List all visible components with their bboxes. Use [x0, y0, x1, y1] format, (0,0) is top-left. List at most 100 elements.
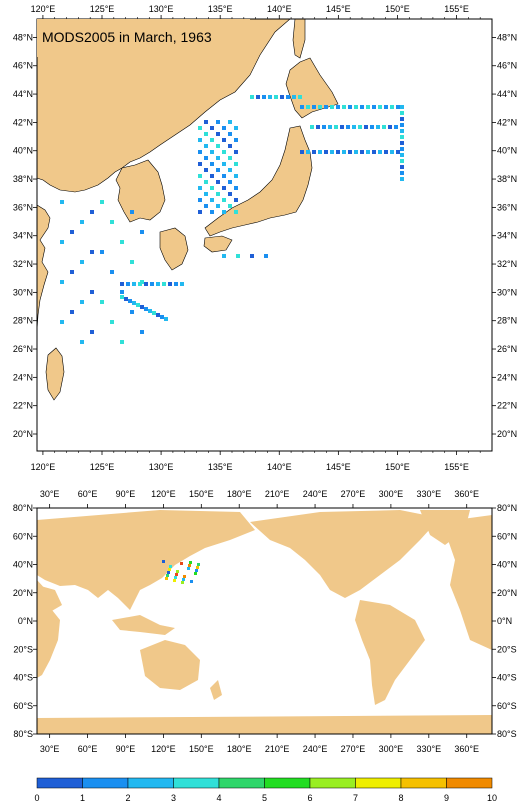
lon-label-bottom: 155°E: [444, 462, 469, 472]
global-lon-label-bottom: 240°E: [303, 744, 328, 754]
global-lat-label-right: 60°S: [497, 701, 517, 711]
lat-label-right: 36°N: [497, 202, 517, 212]
lon-label-top: 130°E: [149, 4, 174, 14]
colorbar: 0 1 2 3 4 5 6 7 8 9 10: [34, 777, 497, 803]
lat-label-right: 22°N: [497, 401, 517, 411]
lat-label-left: 48°N: [13, 32, 33, 42]
colorbar-segment: [446, 777, 493, 789]
lat-label-right: 40°N: [497, 146, 517, 156]
colorbar-label: 2: [125, 793, 130, 803]
global-lon-label-top: 180°E: [227, 489, 252, 499]
global-lat-label-right: 20°S: [497, 644, 517, 654]
global-lon-label-top: 150°E: [189, 489, 214, 499]
global-lat-label-left: 80°N: [13, 503, 33, 513]
global-lat-label-right: 20°N: [497, 588, 517, 598]
taiwan: [45, 347, 65, 401]
global-lon-label-bottom: 120°E: [151, 744, 176, 754]
lon-label-top: 155°E: [444, 4, 469, 14]
colorbar-label: 3: [171, 793, 176, 803]
lat-label-left: 42°N: [13, 117, 33, 127]
global-lat-label-left: 40°N: [13, 560, 33, 570]
global-lon-label-bottom: 90°E: [116, 744, 136, 754]
global-map: 30°E 30°E 60°E 60°E 90°E 90°E 120°E 120°E 150°E 1…: [13, 489, 517, 754]
colorbar-segment: [355, 777, 402, 789]
australia: [140, 640, 200, 690]
global-lon-label-top: 300°E: [379, 489, 404, 499]
lon-label-bottom: 130°E: [149, 462, 174, 472]
global-lat-label-left: 20°N: [13, 588, 33, 598]
sakhalin: [292, 19, 306, 59]
eurasia-africa: [37, 510, 255, 610]
lat-label-left: 30°N: [13, 287, 33, 297]
lon-label-top: 140°E: [267, 4, 292, 14]
global-lat-label-left: 60°N: [13, 531, 33, 541]
lon-label-top: 125°E: [90, 4, 115, 14]
colorbar-segment: [36, 777, 83, 789]
global-lat-label-left: 0°N: [18, 616, 33, 626]
lat-label-right: 28°N: [497, 316, 517, 326]
global-lat-label-left: 80°S: [13, 729, 33, 739]
lat-label-right: 24°N: [497, 372, 517, 382]
shikoku: [203, 235, 233, 253]
lon-label-bottom: 150°E: [385, 462, 410, 472]
global-observation-cluster: [162, 560, 200, 584]
lat-label-left: 20°N: [13, 429, 33, 439]
lon-label-top: 145°E: [326, 4, 351, 14]
honshu: [204, 125, 313, 237]
lat-label-right: 48°N: [497, 32, 517, 42]
regional-map-ticks: 120°E 120°E 125°E 125°E 130°E 130°E 135°E 135°E…: [13, 4, 517, 472]
global-lon-label-top: 210°E: [265, 489, 290, 499]
lat-label-right: 26°N: [497, 344, 517, 354]
global-lat-label-left: 40°S: [13, 673, 33, 683]
colorbar-segment: [264, 777, 311, 789]
global-lat-label-right: 40°N: [497, 560, 517, 570]
europe-africa-east: [448, 515, 492, 650]
global-lat-label-right: 60°N: [497, 531, 517, 541]
lon-label-top: 150°E: [385, 4, 410, 14]
antarctica: [37, 715, 492, 734]
asia-mainland: [37, 19, 291, 193]
global-lon-label-top: 360°E: [454, 489, 479, 499]
global-lat-label-left: 60°S: [13, 701, 33, 711]
lat-label-left: 28°N: [13, 316, 33, 326]
lon-label-top: 135°E: [208, 4, 233, 14]
global-lon-label-top: 270°E: [341, 489, 366, 499]
global-lon-label-bottom: 210°E: [265, 744, 290, 754]
map-title: MODS2005 in March, 1963: [42, 29, 212, 45]
global-lat-label-right: 80°N: [497, 503, 517, 513]
lat-label-left: 36°N: [13, 202, 33, 212]
global-lon-label-bottom: 30°E: [40, 744, 60, 754]
global-lon-label-bottom: 60°E: [78, 744, 98, 754]
lon-label-bottom: 125°E: [90, 462, 115, 472]
colorbar-label: 4: [216, 793, 221, 803]
colorbar-label: 5: [262, 793, 267, 803]
south-america: [355, 600, 425, 705]
colorbar-label: 0: [34, 793, 39, 803]
lat-label-left: 46°N: [13, 61, 33, 71]
kyushu: [159, 227, 189, 271]
global-lon-label-top: 60°E: [78, 489, 98, 499]
global-lat-label-left: 20°S: [13, 644, 33, 654]
lat-label-left: 34°N: [13, 231, 33, 241]
observation-points: [60, 95, 404, 344]
global-lon-label-bottom: 180°E: [227, 744, 252, 754]
global-map-ticks: 30°E 30°E 60°E 60°E 90°E 90°E 120°E 120°E 150°E 1…: [13, 489, 517, 754]
korean-peninsula: [115, 159, 166, 223]
colorbar-label: 7: [353, 793, 358, 803]
lat-label-right: 42°N: [497, 117, 517, 127]
colorbar-segment: [400, 777, 447, 789]
global-lon-label-bottom: 360°E: [454, 744, 479, 754]
colorbar-label: 8: [398, 793, 403, 803]
lat-label-left: 40°N: [13, 146, 33, 156]
global-lat-label-right: 0°N: [497, 616, 512, 626]
colorbar-label: 6: [307, 793, 312, 803]
lat-label-left: 26°N: [13, 344, 33, 354]
lat-label-right: 46°N: [497, 61, 517, 71]
colorbar-label: 10: [487, 793, 497, 803]
global-lon-label-top: 90°E: [116, 489, 136, 499]
lon-label-bottom: 140°E: [267, 462, 292, 472]
china-coast: [37, 204, 51, 331]
global-lon-label-bottom: 270°E: [341, 744, 366, 754]
lon-label-top: 120°E: [31, 4, 56, 14]
colorbar-segment: [127, 777, 174, 789]
